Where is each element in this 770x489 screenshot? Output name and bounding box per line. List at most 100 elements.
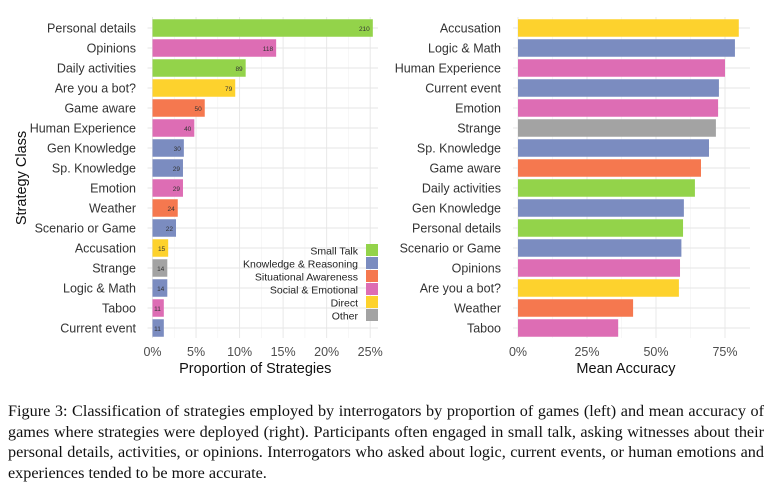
x-tick-label: 15% — [271, 345, 296, 359]
bar-daily-activities — [152, 59, 246, 77]
x-tick-label: 0% — [509, 345, 527, 359]
bar-count-label: 210 — [359, 26, 370, 33]
bar-are-you-a-bot- — [518, 279, 679, 297]
bar-game-aware — [152, 99, 205, 117]
y-tick-label: Sp. Knowledge — [417, 141, 501, 155]
bar-count-label: 89 — [235, 66, 243, 73]
bar-count-label: 15 — [158, 246, 166, 253]
y-tick-label: Personal details — [412, 221, 501, 235]
y-tick-label: Scenario or Game — [35, 221, 136, 235]
y-tick-label: Taboo — [102, 301, 136, 315]
bar-gen-knowledge — [152, 139, 184, 157]
bar-count-label: 24 — [168, 206, 176, 213]
legend-swatch — [366, 244, 378, 256]
bar-gen-knowledge — [518, 199, 684, 217]
bar-count-label: 29 — [173, 166, 181, 173]
bar-sp-knowledge — [152, 159, 183, 177]
bar-game-aware — [518, 159, 701, 177]
bar-current-event — [518, 79, 719, 97]
bar-current-event — [152, 319, 164, 337]
y-tick-label: Taboo — [467, 321, 501, 335]
bar-strange — [152, 259, 168, 277]
legend-label: Situational Awareness — [255, 271, 358, 283]
y-tick-label: Are you a bot? — [55, 81, 136, 95]
y-tick-label: Logic & Math — [428, 41, 501, 55]
y-tick-label: Current event — [425, 81, 501, 95]
bar-personal-details — [152, 19, 373, 37]
bar-emotion — [152, 179, 183, 197]
bar-count-label: 30 — [174, 146, 182, 153]
y-tick-label: Accusation — [440, 21, 501, 35]
bar-count-label: 118 — [263, 46, 274, 53]
bar-count-label: 50 — [195, 106, 203, 113]
y-tick-label: Sp. Knowledge — [52, 161, 136, 175]
figure-caption: Figure 3: Classification of strategies e… — [8, 402, 764, 482]
bar-count-label: 40 — [184, 126, 192, 133]
bar-accusation — [152, 239, 169, 257]
bar-weather — [152, 199, 178, 217]
y-tick-label: Human Experience — [30, 121, 136, 135]
legend-swatch — [366, 309, 378, 321]
y-tick-label: Emotion — [90, 181, 136, 195]
legend-label: Social & Emotional — [270, 284, 358, 296]
y-tick-label: Personal details — [47, 21, 136, 35]
x-tick-label: 75% — [712, 345, 737, 359]
y-tick-label: Game aware — [429, 161, 501, 175]
bar-taboo — [518, 319, 619, 337]
y-tick-label: Opinions — [452, 261, 501, 275]
bar-sp-knowledge — [518, 139, 709, 157]
bar-opinions — [152, 39, 277, 57]
bar-count-label: 14 — [157, 266, 165, 273]
y-tick-label: Weather — [89, 201, 136, 215]
bar-strange — [518, 119, 716, 137]
y-tick-label: Strange — [457, 121, 501, 135]
bar-scenario-or-game — [152, 219, 177, 237]
x-tick-label: 5% — [187, 345, 205, 359]
x-tick-label: 20% — [314, 345, 339, 359]
bar-count-label: 79 — [225, 86, 233, 93]
y-tick-label: Are you a bot? — [420, 281, 501, 295]
bar-count-label: 14 — [157, 286, 165, 293]
x-axis-title: Mean Accuracy — [576, 361, 676, 377]
x-tick-label: 25% — [358, 345, 383, 359]
bar-count-label: 11 — [154, 306, 161, 313]
y-tick-label: Daily activities — [422, 181, 501, 195]
y-tick-label: Strange — [92, 261, 136, 275]
bar-count-label: 22 — [166, 226, 174, 233]
bar-personal-details — [518, 219, 684, 237]
bar-human-experience — [152, 119, 195, 137]
bar-count-label: 11 — [154, 326, 161, 333]
bar-opinions — [518, 259, 681, 277]
legend-swatch — [366, 283, 378, 295]
y-tick-label: Opinions — [87, 41, 136, 55]
bar-count-label: 29 — [173, 186, 181, 193]
bar-weather — [518, 299, 634, 317]
bar-human-experience — [518, 59, 725, 77]
y-tick-label: Daily activities — [57, 61, 136, 75]
bar-accusation — [518, 19, 739, 37]
legend-label: Other — [332, 310, 359, 322]
legend-swatch — [366, 270, 378, 282]
legend-swatch — [366, 257, 378, 269]
legend-label: Knowledge & Reasoning — [243, 258, 358, 270]
y-tick-label: Gen Knowledge — [47, 141, 136, 155]
legend-label: Direct — [331, 297, 359, 309]
bar-logic-math — [152, 279, 168, 297]
legend-label: Small Talk — [310, 245, 358, 257]
y-tick-label: Scenario or Game — [400, 241, 501, 255]
bar-taboo — [152, 299, 164, 317]
bar-daily-activities — [518, 179, 695, 197]
x-axis-title: Proportion of Strategies — [179, 361, 331, 377]
y-tick-label: Weather — [454, 301, 501, 315]
y-axis-title: Strategy Class — [14, 131, 30, 225]
x-tick-label: 25% — [574, 345, 599, 359]
x-tick-label: 50% — [643, 345, 668, 359]
bar-are-you-a-bot- — [152, 79, 236, 97]
y-tick-label: Gen Knowledge — [412, 201, 501, 215]
y-tick-label: Accusation — [75, 241, 136, 255]
figure-charts: 0% 5% 10% 15% 20% 25% Personal details 210 Opini… — [14, 17, 750, 377]
legend-swatch — [366, 296, 378, 308]
y-tick-label: Current event — [60, 321, 136, 335]
y-tick-label: Logic & Math — [63, 281, 136, 295]
bar-logic-math — [518, 39, 735, 57]
